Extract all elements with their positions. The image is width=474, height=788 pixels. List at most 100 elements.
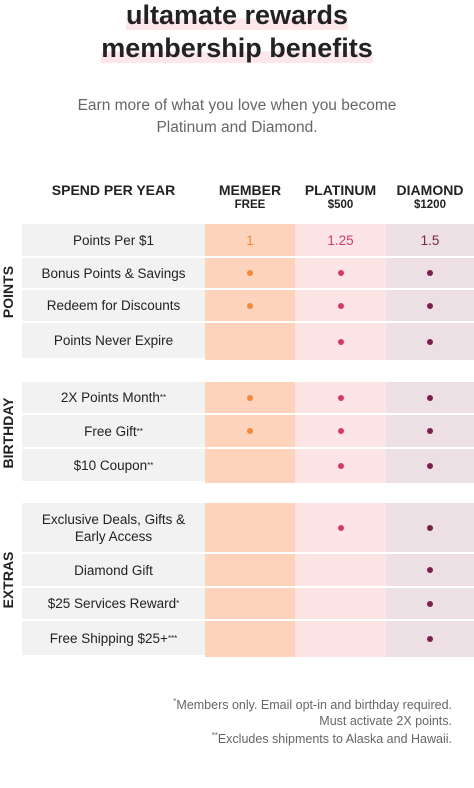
- tier-cell: [386, 621, 474, 657]
- tier-cell: [295, 588, 386, 619]
- title: ultamate rewards: [0, 0, 474, 31]
- tier-cell: [295, 382, 386, 413]
- dot: [427, 524, 433, 531]
- section-label: POINTS: [0, 265, 16, 319]
- dot: [337, 428, 344, 434]
- note-mark: **: [147, 460, 154, 470]
- benefit-cell: Free Shipping $25+ ***: [22, 621, 205, 655]
- note-mark: ***: [167, 633, 178, 643]
- dot: [337, 338, 344, 345]
- tier-cell: [205, 382, 295, 413]
- cell-value: 1.5: [420, 232, 440, 248]
- dot: [427, 567, 433, 573]
- dot: [247, 394, 253, 401]
- benefit-cell: Diamond Gift: [22, 554, 205, 586]
- tier-cell: [386, 415, 474, 447]
- tier-cell: 1: [205, 224, 295, 256]
- benefit: Bonus Points & Savings: [41, 265, 186, 281]
- tier-cell: [205, 588, 295, 619]
- dot: [427, 428, 433, 434]
- dot: [427, 302, 433, 309]
- section-label: BIRTHDAY: [0, 396, 16, 469]
- benefit-cell: 2X Points Month **: [22, 382, 205, 413]
- tier-cell: [386, 258, 474, 288]
- subtitle: Platinum and Diamond.: [156, 119, 318, 136]
- tier-cell: [205, 323, 295, 360]
- note-mark: **: [136, 426, 143, 436]
- tier-cell: [295, 503, 386, 552]
- note-mark: *: [176, 599, 180, 608]
- benefit-cell: Points Never Expire: [22, 323, 205, 358]
- benefit: $10 Coupon: [73, 457, 148, 473]
- dot: [247, 270, 253, 276]
- tier-cell: [386, 503, 474, 552]
- tier-cell: [295, 621, 386, 657]
- tier-name: DIAMOND: [396, 182, 464, 198]
- tier-cell: [386, 449, 474, 483]
- tier-cell: [295, 290, 386, 321]
- tier-cell: [205, 290, 295, 321]
- benefit-cell: Bonus Points & Savings: [22, 258, 205, 288]
- title: membership benefits: [0, 33, 474, 64]
- dot: [247, 302, 253, 309]
- note-mark: **: [159, 393, 167, 402]
- title-line: ultamate rewards: [125, 0, 349, 30]
- dot: [337, 394, 344, 401]
- benefit: Redeem for Discounts: [46, 298, 181, 313]
- tier-cell: [295, 323, 386, 360]
- tier-cell: [295, 449, 386, 483]
- footnote: Must activate 2X points.: [319, 714, 452, 728]
- tier-name: MEMBER: [218, 182, 282, 198]
- benefit-cell: Points Per $1: [22, 224, 205, 256]
- footnote: **Excludes shipments to Alaska and Hawai…: [212, 731, 452, 746]
- column-header: SPEND PER YEAR: [51, 182, 176, 198]
- tier-cell: [205, 621, 295, 657]
- dot: [427, 338, 433, 345]
- dot: [427, 636, 433, 642]
- benefit: 2X Points Month: [60, 390, 160, 405]
- tier-cell: [295, 258, 386, 288]
- tier-cell: [386, 554, 474, 586]
- dot: [337, 524, 344, 531]
- dot: [337, 463, 344, 469]
- tier-cell: [386, 290, 474, 321]
- tier-cell: [386, 323, 474, 360]
- footnote-text: Members only. Email opt-in and birthday …: [176, 698, 452, 713]
- tier-cell: [205, 415, 295, 447]
- dot: [427, 463, 433, 469]
- benefit: Free Shipping $25+: [49, 630, 168, 646]
- footnote: *Members only. Email opt-in and birthday…: [173, 697, 452, 712]
- dot: [337, 270, 344, 276]
- tier-price: $1200: [414, 199, 446, 211]
- tier-price: $500: [327, 199, 354, 211]
- benefit: $25 Services Reward: [47, 596, 177, 611]
- tier-cell: [295, 415, 386, 447]
- dot: [427, 600, 433, 607]
- cell-value: 1: [246, 232, 254, 248]
- benefit: Points Never Expire: [53, 333, 174, 348]
- tier-cell: [386, 382, 474, 413]
- title-line: membership benefits: [101, 33, 373, 63]
- footnote-mark: **: [211, 731, 218, 740]
- dot: [427, 270, 433, 276]
- dot: [427, 394, 433, 401]
- section-label: EXTRAS: [0, 551, 16, 609]
- benefit: Points Per $1: [72, 232, 155, 248]
- tier-cell: 1.25: [295, 224, 386, 256]
- benefit-cell: $10 Coupon **: [22, 449, 205, 481]
- benefit: Free Gift: [84, 423, 137, 439]
- tier-cell: [205, 258, 295, 288]
- tier-price: FREE: [234, 199, 266, 211]
- tier-cell: [205, 554, 295, 586]
- benefit: Exclusive Deals, Gifts & Early Access: [41, 511, 186, 544]
- benefit: Diamond Gift: [74, 562, 153, 578]
- tier-cell: [295, 554, 386, 586]
- dot: [337, 302, 344, 309]
- tier-name: PLATINUM: [304, 182, 377, 198]
- footnote-mark: *: [173, 697, 177, 706]
- tier-cell: 1.5: [386, 224, 474, 256]
- benefit-cell: $25 Services Reward *: [22, 588, 205, 619]
- tier-cell: [205, 503, 295, 552]
- tier-cell: [205, 449, 295, 483]
- benefit-cell: Free Gift **: [22, 415, 205, 447]
